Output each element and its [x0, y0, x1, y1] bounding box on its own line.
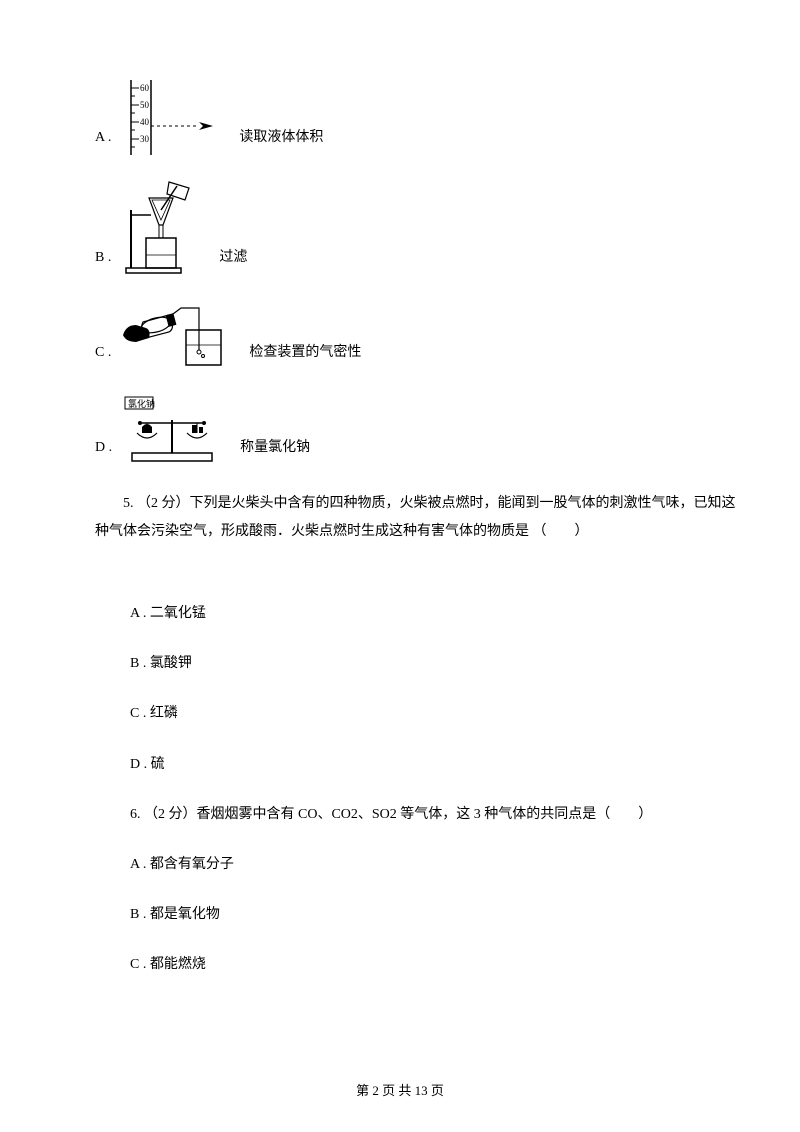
diagram-airtight	[121, 300, 231, 370]
q4-option-a: A . 60 50 40 30 读取液体体积	[60, 80, 740, 155]
q5-option-d: D . 硫	[60, 752, 740, 777]
q6-option-a: A . 都含有氧分子	[60, 852, 740, 877]
diagram-balance: 氯化钠	[122, 395, 222, 465]
page-footer: 第 2 页 共 13 页	[0, 1079, 800, 1102]
q5-stem: 5. （2 分）下列是火柴头中含有的四种物质，火柴被点燃时，能闻到一股气体的刺激…	[60, 490, 740, 546]
option-text: 检查装置的气密性	[249, 340, 361, 370]
option-letter: C .	[95, 340, 111, 370]
balance-label: 氯化钠	[128, 398, 155, 409]
q6-option-b: B . 都是氧化物	[60, 902, 740, 927]
scale-40: 40	[140, 117, 150, 127]
option-letter: D .	[95, 435, 112, 465]
q5-option-b: B . 氯酸钾	[60, 651, 740, 676]
q5-option-a: A . 二氧化锰	[60, 601, 740, 626]
q4-option-b: B . 过滤	[60, 180, 740, 275]
q4-option-d: D . 氯化钠	[60, 395, 740, 465]
option-letter: A .	[95, 125, 111, 155]
option-text: 称量氯化钠	[240, 435, 310, 465]
q5-option-c: C . 红磷	[60, 701, 740, 726]
option-letter: B .	[95, 245, 111, 275]
q6-stem: 6. （2 分）香烟烟雾中含有 CO、CO2、SO2 等气体，这 3 种气体的共…	[60, 802, 740, 827]
diagram-filter	[121, 180, 201, 275]
scale-50: 50	[140, 100, 150, 110]
option-text: 读取液体体积	[239, 125, 323, 155]
q6-option-c: C . 都能燃烧	[60, 952, 740, 977]
option-text: 过滤	[219, 245, 247, 275]
scale-30: 30	[140, 134, 150, 144]
diagram-cylinder: 60 50 40 30	[121, 80, 221, 155]
q4-option-c: C . 检查装置的气密性	[60, 300, 740, 370]
scale-60: 60	[140, 83, 150, 93]
